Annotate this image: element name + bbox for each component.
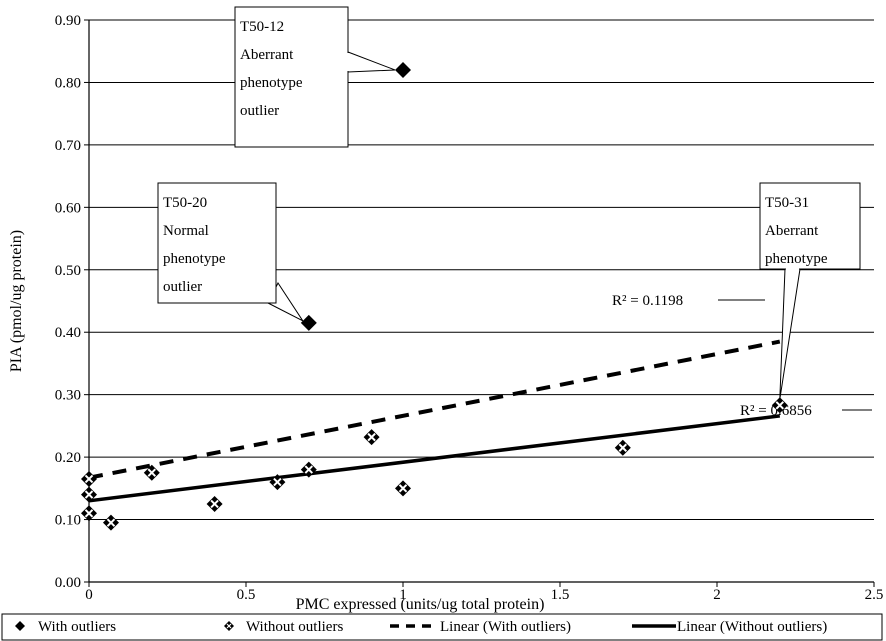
callout-text-line: Aberrant [765,223,819,239]
y-tick-label: 0.50 [55,263,81,279]
callout-box [157,182,277,304]
y-tick-label: 0.70 [55,138,81,154]
data-point-x-mark [618,443,628,452]
y-axis-title: PIA (pmol/ug protein) [8,230,25,372]
legend-label: With outliers [38,619,116,635]
data-point-x-mark [210,499,219,509]
callout-text-line: Normal [163,223,209,239]
data-point-x-mark [147,468,157,477]
data-point-x-mark [775,401,785,410]
data-point-x-mark [106,518,116,527]
data-point-x-mark [84,490,94,499]
callout-box [759,182,861,270]
data-point-x-mark [367,432,376,442]
x-tick-label: 2 [713,587,721,603]
x-tick-label: 1.5 [551,587,570,603]
x-tick-label: 1 [399,587,407,603]
y-tick-label: 0.40 [55,325,81,341]
y-tick-label: 0.60 [55,200,81,216]
y-tick-label: 0.20 [55,450,81,466]
legend-marker-x [226,623,232,629]
legend-box [1,613,883,641]
callout-pointer [779,268,801,400]
data-point-x-mark [273,477,282,487]
legend-label: Without outliers [246,619,343,635]
callout-text-line: outlier [240,103,279,119]
x-tick-label: 0 [85,587,93,603]
r-squared-label: R² = 0.1198 [612,293,683,309]
data-point-with-outliers [300,314,317,331]
callout-text-line: Aberrant [240,47,294,63]
trendline-with-outliers [88,339,781,480]
legend-label: Linear (Without outliers) [677,619,827,635]
callout-text-line: phenotype [765,251,828,267]
callout-text-line: T50-20 [163,195,207,211]
x-tick-label: 2.5 [865,587,884,603]
x-tick-label: 0.5 [237,587,256,603]
callout-text-line: T50-31 [765,195,809,211]
r-squared-label: R² = 0.6856 [740,403,812,419]
data-point-x-mark [398,484,408,493]
x-axis-title: PMC expressed (units/ug total protein) [296,596,545,613]
data-point-with-outliers [395,61,411,78]
callout-text-line: outlier [163,279,202,295]
callout-pointer [347,51,396,73]
y-tick-label: 0.30 [55,388,81,404]
y-tick-label: 0.90 [55,13,81,29]
data-point-x-mark [84,474,94,484]
data-point-x-mark [304,465,314,474]
y-tick-label: 0.10 [55,513,81,529]
callout-box [234,6,349,148]
y-tick-label: 0.80 [55,75,81,91]
callout-text-line: phenotype [163,251,226,267]
y-tick-label: 0.00 [55,575,81,591]
callout-text-line: phenotype [240,75,303,91]
callout-text-line: T50-12 [240,19,284,35]
trendline-without-outliers [88,414,781,503]
legend-label: Linear (With outliers) [440,619,571,635]
data-point-x-mark [84,509,94,518]
legend-marker-with-outliers [15,621,25,631]
